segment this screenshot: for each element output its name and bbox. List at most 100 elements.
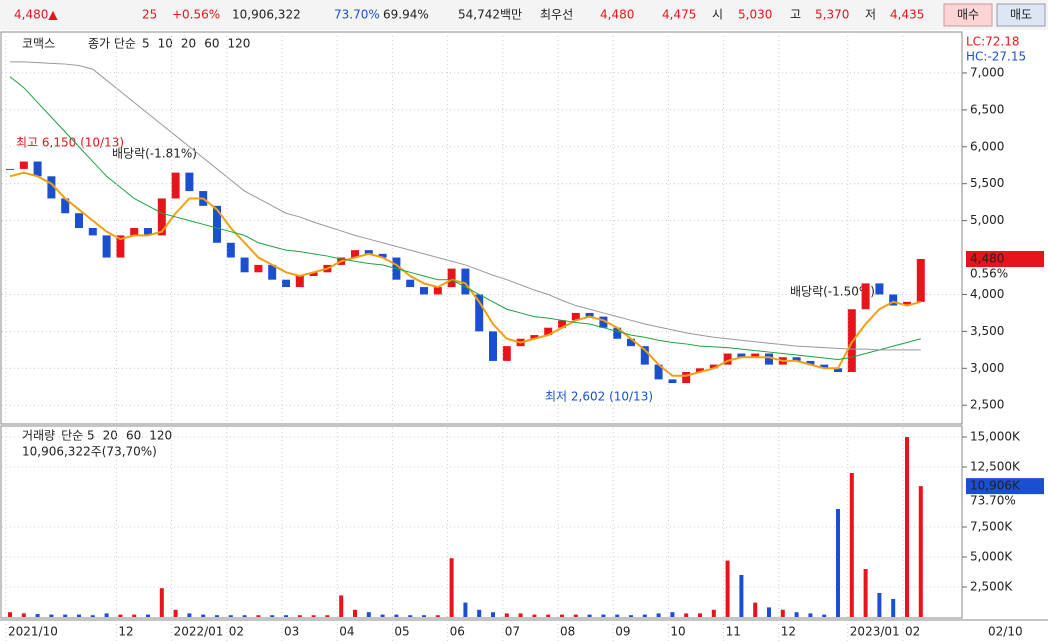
volume-bar [615,614,620,617]
y-tick-label: 6,500 [970,102,1004,116]
x-tick-label: 2022/01 [174,625,224,639]
volume-bar [670,612,675,617]
candle [806,360,815,365]
volume-bar [601,614,606,617]
x-tick-label: 10 [670,625,685,639]
ma-line [9,171,922,377]
candle [613,327,622,339]
volume-bar [353,609,357,617]
buy-button[interactable] [943,3,993,27]
legend-entry: 20 [181,37,196,51]
candle [116,235,125,258]
volume-bar [339,595,344,617]
candle [378,253,387,258]
volume-bar [215,615,219,617]
best-label: 최우선 [540,8,573,22]
x-tick-label: 12 [781,625,796,639]
volume-bar [270,615,275,617]
price-pane [0,31,963,425]
x-tick-label: 12 [118,625,133,639]
sell-label[interactable]: 매도 [1010,8,1032,22]
x-tick-label: 07 [505,625,520,639]
open-label: 시 [712,8,723,22]
high-label: 고 [790,8,801,22]
candle [268,264,277,280]
volume-bar [77,614,81,617]
volume-bar [780,609,785,617]
x-tick-label: 06 [450,625,465,639]
candle [19,161,28,169]
candle [420,287,428,295]
volume-bar [201,614,206,617]
change-rate: +0.56% [172,8,220,22]
candle [792,357,801,361]
x-tick-label: 11 [726,625,741,639]
volume-bar [380,614,385,617]
y-tick-label: 7,500K [970,520,1013,534]
legend-title: 거래량 [22,429,55,443]
x-tick-label: 02 [229,625,244,639]
volume-subtitle: 10,906,322주(73,70%) [22,445,157,459]
candle [847,309,856,372]
lc: LC:72.18 [966,35,1019,49]
volume-bar [366,612,371,617]
volume-bar [325,615,330,617]
candle [571,312,580,321]
volume-bar [491,612,495,617]
legend-title: 종가 단순 [88,37,136,51]
candle [461,268,470,295]
volume-bar [477,609,482,617]
candle [737,353,746,358]
y-tick-label: 15,000K [970,430,1021,444]
amount: 54,742백만 [458,8,522,22]
candle [33,161,42,177]
current-box [966,478,1044,495]
volume-bar [256,615,261,617]
candle [668,379,677,384]
volume-bar [698,613,702,617]
candle [875,283,884,295]
volume-bar [435,615,440,617]
volume-rate: 73.70% [334,8,380,22]
y-tick-label: 7,000 [970,65,1004,79]
candle [834,368,842,372]
candle [861,283,870,310]
volume-bar [808,613,813,617]
current-box [966,251,1044,268]
change: 25 [142,8,157,22]
x-tick-label: 05 [394,625,409,639]
volume-bar [284,615,288,617]
candle [489,331,497,361]
candle [820,364,829,369]
candle [502,346,511,361]
y-tick-label: 4,000 [970,287,1004,301]
volume-bar [684,613,689,617]
volume-bar [463,602,468,617]
candle [351,250,359,258]
open: 5,030 [738,8,772,22]
ma-line [9,76,921,360]
candle [682,372,691,384]
volume-bar [408,615,413,617]
volume-bar [228,615,233,617]
x-tick-label: 02 [905,625,920,639]
candle [157,198,166,236]
volume-bar [8,612,12,617]
candle [447,268,456,288]
annotation: 최저 2,602 (10/13) [545,390,653,404]
buy-label[interactable]: 매수 [957,8,979,22]
volume-bar [656,613,661,617]
volume-bar [836,509,840,617]
volume-bar [90,615,95,617]
legend-entry: 단순 5 [61,429,95,443]
volume-bar [863,569,868,617]
current-change: 73.70% [970,494,1016,508]
bid: 4,475 [662,8,696,22]
volume-bar [587,614,592,617]
candle [654,364,663,380]
sell-button[interactable] [996,3,1046,27]
annotation: 최고 6,150 (10/13) [16,136,124,150]
candle [696,368,704,372]
volume-bar [132,614,137,617]
